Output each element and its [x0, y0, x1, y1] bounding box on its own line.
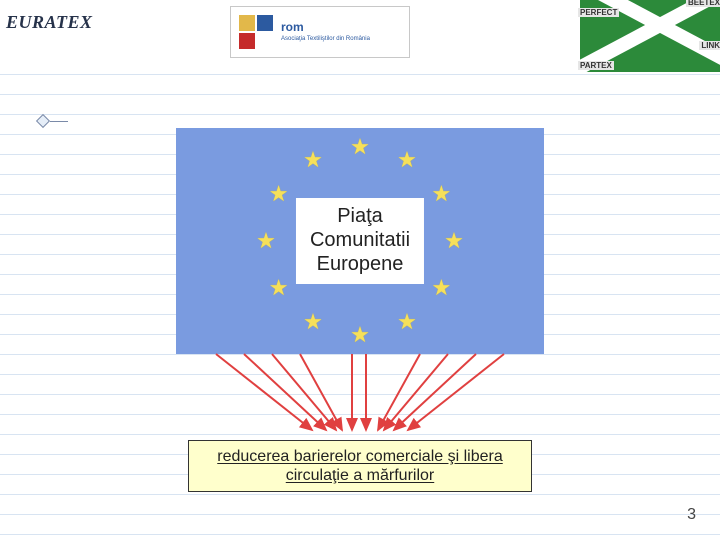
page-number: 3 — [687, 506, 696, 524]
right-logo-label-perfect: PERFECT — [578, 8, 619, 17]
right-logo: PERFECT PARTEX LINK BEETEX — [580, 0, 720, 72]
arrow-line — [272, 354, 336, 430]
arrow-line — [244, 354, 326, 430]
euratex-logo: EURATEX — [6, 12, 93, 33]
bullet-icon — [36, 114, 50, 128]
flag-label-line2: Comunitatii — [310, 229, 410, 251]
arrows-diagram — [176, 352, 544, 438]
center-logo-subtitle: Asociaţia Textiliştilor din România — [281, 36, 370, 43]
center-logo-brand: rom — [281, 20, 304, 34]
bullet-line — [50, 121, 68, 122]
eu-star-icon: ★ — [397, 147, 417, 173]
flag-label-line1: Piaţa — [337, 205, 383, 227]
right-logo-label-link: LINK — [699, 41, 720, 50]
eu-star-icon: ★ — [269, 181, 289, 207]
arrow-line — [394, 354, 476, 430]
result-box: reducerea barierelor comerciale şi liber… — [188, 440, 532, 492]
eu-star-icon: ★ — [269, 275, 289, 301]
page-root: EURATEX rom Asociaţia Textiliştilor din … — [0, 0, 720, 540]
eu-star-icon: ★ — [303, 309, 323, 335]
eu-star-icon: ★ — [350, 134, 370, 160]
arrow-line — [216, 354, 312, 430]
arrow-line — [384, 354, 448, 430]
right-logo-label-partex: PARTEX — [578, 61, 614, 70]
eu-flag-center-label: Piaţa Comunitatii Europene — [296, 198, 424, 284]
arrow-line — [408, 354, 504, 430]
arrow-line — [378, 354, 420, 430]
euratex-logo-text: EURATEX — [6, 12, 93, 32]
arrow-line — [300, 354, 342, 430]
eu-star-icon: ★ — [303, 147, 323, 173]
eu-flag-box: Piaţa Comunitatii Europene ★ ★ ★ ★ ★ ★ ★ ★ ★ ★ ★ ★ — [176, 128, 544, 354]
eu-star-icon: ★ — [432, 275, 452, 301]
eu-star-icon: ★ — [397, 309, 417, 335]
header: EURATEX rom Asociaţia Textiliştilor din … — [0, 0, 720, 70]
flag-label-line3: Europene — [317, 253, 404, 275]
center-logo: rom Asociaţia Textiliştilor din România — [230, 6, 410, 58]
eu-star-icon: ★ — [444, 228, 464, 254]
eu-star-icon: ★ — [256, 228, 276, 254]
eu-star-icon: ★ — [350, 322, 370, 348]
result-text: reducerea barierelor comerciale şi liber… — [217, 448, 502, 484]
eu-star-icon: ★ — [432, 181, 452, 207]
right-logo-label-beetex: BEETEX — [686, 0, 720, 7]
center-logo-icon — [239, 15, 273, 49]
center-logo-text: rom Asociaţia Textiliştilor din România — [281, 21, 370, 43]
